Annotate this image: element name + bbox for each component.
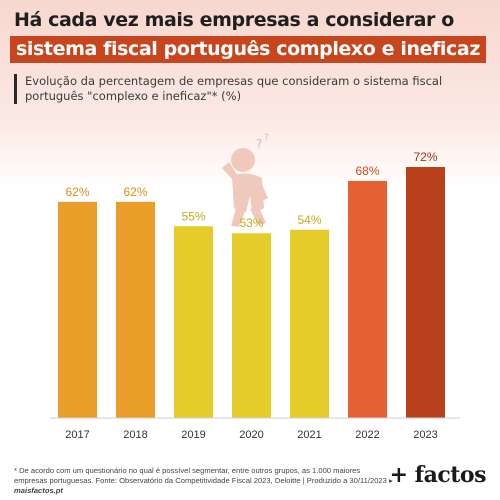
confused-person-icon: ??	[222, 133, 269, 227]
x-tick-2023: 2023	[413, 429, 437, 441]
bar-2018	[116, 201, 155, 418]
x-tick-2020: 2020	[239, 429, 263, 441]
bar-2021	[290, 229, 329, 418]
value-label-2022: 68%	[355, 164, 379, 178]
source-site: maisfactos.pt	[14, 486, 63, 495]
bar-2020	[232, 233, 271, 418]
x-tick-2019: 2019	[181, 429, 205, 441]
value-label-2021: 54%	[297, 213, 321, 227]
chart-subtitle: Evolução da percentagem de empresas que …	[14, 74, 455, 104]
bar-2019	[174, 226, 213, 418]
x-tick-2017: 2017	[65, 429, 89, 441]
x-tick-2021: 2021	[297, 429, 321, 441]
value-label-2018: 62%	[123, 185, 147, 199]
x-tick-2018: 2018	[123, 429, 147, 441]
svg-text:?: ?	[264, 133, 269, 143]
brand-logo: + factos	[389, 462, 487, 488]
bar-2023	[406, 167, 445, 418]
svg-text:?: ?	[256, 137, 262, 151]
chart-title-line1: Há cada vez mais empresas a considerar o	[14, 9, 454, 31]
footnote-text: * De acordo com um questionário no qual …	[14, 466, 393, 485]
value-label-2019: 55%	[181, 209, 205, 223]
bar-2017	[58, 201, 97, 418]
bar-2022	[348, 180, 387, 418]
x-tick-2022: 2022	[355, 429, 379, 441]
bars-group: 62% 2017 62% 2018 55% 2019 53% 2020 54% 2021 68% 20…	[58, 150, 445, 441]
chart-title-line2: sistema fiscal português complexo e inef…	[10, 36, 486, 63]
title-block: Há cada vez mais empresas a considerar o…	[10, 8, 494, 63]
value-label-2023: 72%	[413, 150, 437, 164]
value-label-2017: 62%	[65, 185, 89, 199]
value-label-2020: 53%	[239, 216, 263, 230]
footnote: * De acordo com um questionário no qual …	[14, 466, 394, 496]
